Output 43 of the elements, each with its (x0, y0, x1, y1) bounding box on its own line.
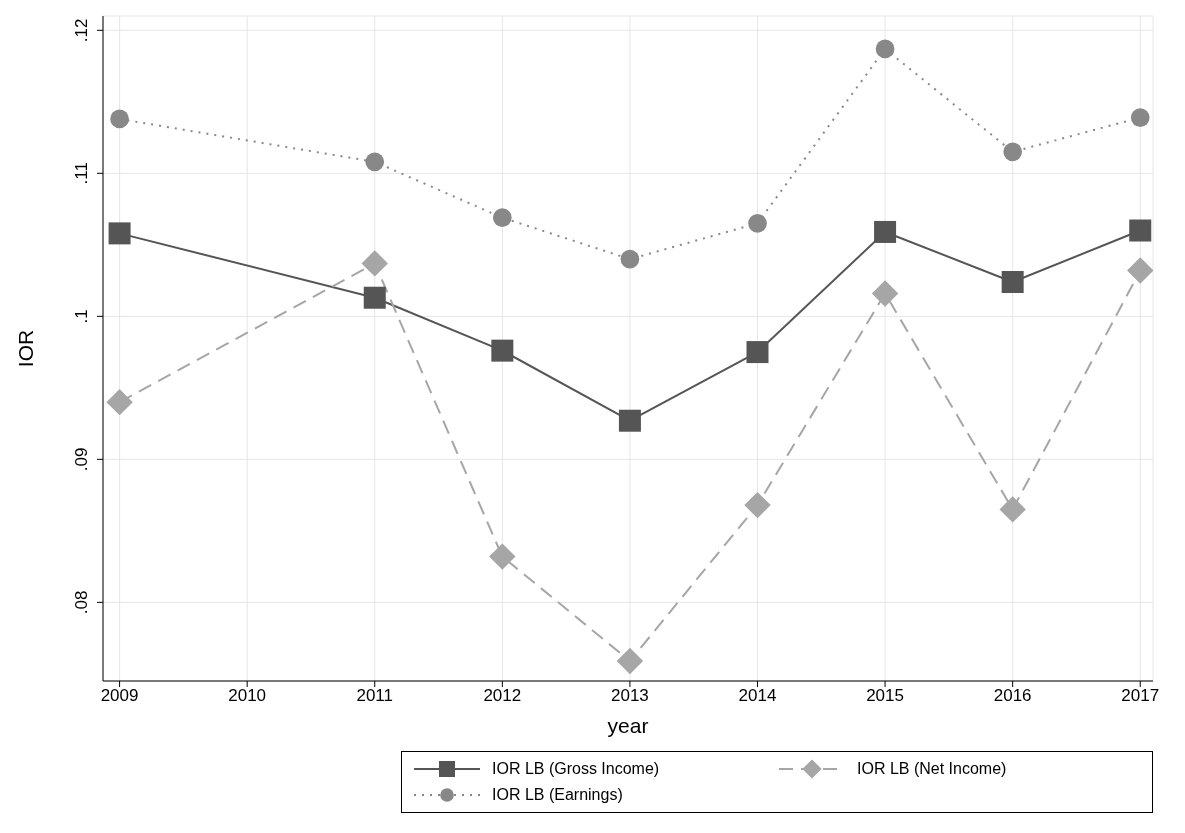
point (871, 280, 899, 307)
legend-label: IOR LB (Net Income) (857, 759, 1007, 779)
x-tick-label: 2010 (228, 686, 267, 706)
legend-label: IOR LB (Gross Income) (492, 759, 660, 779)
y-tick-label: .1 (72, 309, 91, 324)
point (108, 222, 131, 245)
x-axis-title: year (607, 714, 649, 737)
point (616, 647, 644, 675)
point (110, 109, 129, 129)
x-tick-label: 2016 (993, 686, 1032, 706)
y-tick-label: .12 (72, 18, 91, 43)
point (1003, 142, 1023, 162)
point (1127, 257, 1153, 284)
y-axis-title: IOR (14, 329, 38, 368)
point (1001, 271, 1024, 293)
y-tick-label: .09 (72, 447, 91, 472)
y-tick-label: .11 (72, 162, 91, 185)
point (363, 286, 386, 309)
x-tick-label: 2017 (1121, 686, 1160, 706)
x-tick-label: 2013 (611, 686, 649, 706)
point (744, 491, 771, 519)
x-tick-label: 2015 (866, 686, 904, 706)
x-tick-label: 2014 (738, 686, 777, 706)
legend-label: IOR LB (Earnings) (492, 785, 623, 805)
point (1130, 108, 1150, 127)
point (620, 249, 640, 269)
point (365, 152, 385, 172)
point (106, 388, 133, 416)
point (361, 250, 388, 277)
point (875, 39, 895, 59)
x-tick-label: 2009 (100, 686, 139, 706)
x-tick-label: 2012 (483, 686, 522, 706)
point (492, 208, 512, 227)
y-tick-label: .08 (72, 590, 91, 615)
point (618, 409, 641, 432)
point (748, 214, 767, 233)
point (491, 339, 514, 362)
x-tick-label: 2011 (356, 686, 394, 706)
point (874, 220, 897, 243)
point (489, 543, 516, 570)
point (999, 496, 1026, 523)
point (1129, 219, 1152, 242)
point (746, 341, 769, 364)
